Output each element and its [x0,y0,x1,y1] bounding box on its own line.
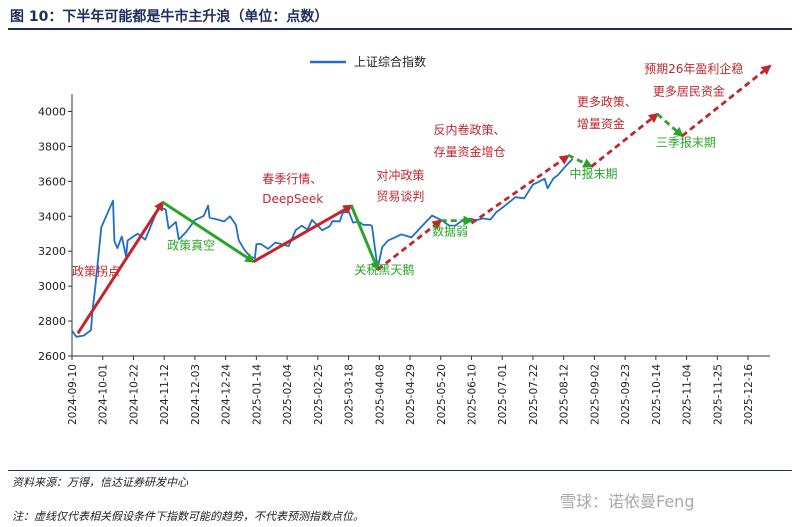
x-tick-label: 2024-10-22 [128,364,140,425]
x-tick-label: 2025-09-02 [589,364,601,425]
trend-arrow [470,154,570,225]
x-tick-label: 2025-06-10 [466,364,478,425]
x-tick-label: 2024-10-01 [98,364,110,425]
trend-arrow [161,201,256,263]
trend-arrow [376,219,443,271]
x-tick-label: 2025-09-23 [620,364,632,425]
x-tick-label: 2025-04-08 [374,364,386,425]
x-tick-label: 2025-01-14 [251,364,263,425]
footer-divider [8,470,792,471]
y-tick-label: 4000 [38,105,66,118]
y-tick-label: 3800 [38,140,66,153]
annotation-label: 关税黑天鹅 [354,263,414,277]
x-tick-label: 2025-11-04 [682,364,694,425]
page-title: 图 10：下半年可能都是牛市主升浪（单位：点数） [10,9,329,25]
legend-label: 上证综合指数 [354,54,426,69]
x-tick-label: 2025-04-29 [405,364,417,425]
annotation-label: 政策真空 [167,238,215,252]
annotation-label: 反内卷政策、 [433,122,505,137]
annotation-label: 预期26年盈利企稳 [644,61,743,76]
annotation-label: 更多居民资金 [653,84,725,99]
annotation-label: 对冲政策 [376,168,424,183]
note-text: 注：虚线仅代表相关假设条件下指数可能的趋势，不代表预测指数点位。 [12,510,364,523]
y-tick-label: 3200 [38,245,66,258]
title-divider [8,28,792,30]
y-tick-label: 2800 [38,315,66,328]
watermark: 雪球：诺依曼Feng [560,492,695,511]
x-tick-label: 2025-11-25 [712,364,724,425]
x-tick-label: 2025-07-22 [528,364,540,425]
x-tick-label: 2025-02-04 [282,364,294,425]
annotation-label: 贸易谈判 [376,190,424,204]
annotation-label: 更多政策、 [577,95,637,109]
trend-arrow [681,64,772,138]
annotation-label: 政策拐点 [72,264,120,279]
annotation-label: 增量资金 [577,116,625,131]
y-tick-label: 2600 [38,350,66,363]
y-tick-label: 3000 [38,280,66,293]
chart: 2600 2800 3000 3200 3400 3600 3800 4000 2024-09-… [38,54,772,425]
trend-arrow [76,200,164,335]
x-tick-label: 2024-12-24 [221,364,233,425]
annotation-label: 三季报末期 [656,134,716,149]
x-tick-label: 2024-11-12 [159,364,171,425]
trend-arrow [590,112,659,168]
y-tick-label: 3600 [38,175,66,188]
annotation-label: DeepSeek [262,192,323,206]
x-tick-label: 2025-02-25 [313,364,325,425]
annotation-label: 中报末期 [570,166,618,181]
y-tick-label: 3400 [38,210,66,223]
source-text: 资料来源：万得，信达证券研发中心 [12,476,188,489]
trend-arrow [350,205,380,272]
annotation-label: 春季行情、 [262,172,322,186]
x-tick-label: 2025-07-01 [497,364,509,425]
annotation-label: 数据弱 [432,223,468,238]
x-tick-label: 2024-09-10 [67,364,79,425]
series-line [71,158,574,338]
trend-arrow [252,204,354,263]
x-tick-label: 2025-08-12 [559,364,571,425]
x-tick-label: 2025-03-18 [344,364,356,425]
x-tick-label: 2025-05-20 [436,364,448,425]
x-tick-label: 2025-12-16 [743,364,755,425]
x-tick-label: 2024-12-03 [190,364,202,425]
trend-arrow [656,113,684,138]
annotation-label: 存量资金增仓 [433,144,505,159]
x-tick-label: 2025-10-14 [651,364,663,425]
trend-arrow [567,153,594,168]
